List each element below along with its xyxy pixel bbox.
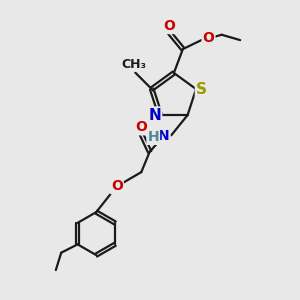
Text: O: O [111, 179, 123, 193]
Text: CH₃: CH₃ [121, 58, 146, 71]
Text: N: N [148, 108, 161, 123]
Text: O: O [163, 19, 175, 33]
Text: O: O [202, 31, 214, 45]
Text: N: N [158, 129, 170, 143]
Text: H: H [147, 130, 159, 144]
Text: O: O [135, 120, 147, 134]
Text: S: S [196, 82, 207, 97]
